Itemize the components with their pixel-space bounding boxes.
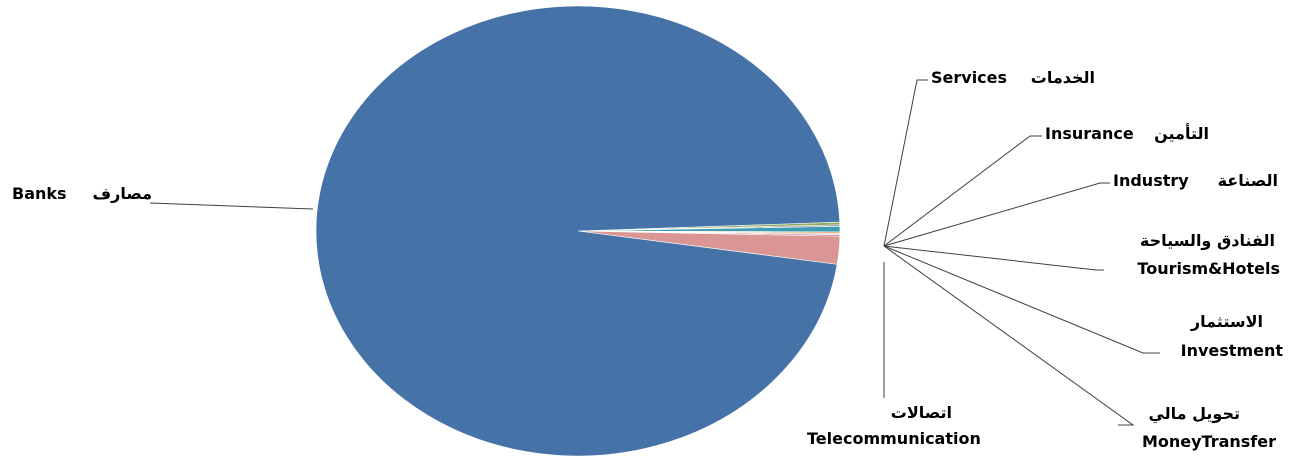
leader-line-investment <box>883 245 1160 354</box>
label-insurance-ar: التأمين <box>1154 123 1209 143</box>
label-insurance-en: Insurance <box>1045 124 1134 143</box>
label-investment-ar: الاستثمار <box>1190 312 1263 331</box>
pie-slices <box>315 5 841 457</box>
label-banks-ar: مصارف <box>93 184 152 203</box>
leader-lines <box>149 79 1160 426</box>
leader-line-banks <box>149 202 314 210</box>
leader-line-industry <box>883 182 1110 247</box>
label-telecom-en: Telecommunication <box>807 429 981 448</box>
label-telecom-ar: اتصالات <box>891 403 952 422</box>
label-services-ar: الخدمات <box>1031 68 1095 87</box>
slice-labels: Banks مصارف Services الخدمات Insurance ا… <box>12 68 1283 451</box>
leader-line-insurance <box>883 135 1042 247</box>
label-banks-en: Banks <box>12 184 67 203</box>
label-tourism-ar: الفنادق والسياحة <box>1140 231 1275 250</box>
label-moneytransfer-ar: تحويل مالي <box>1148 404 1240 424</box>
leader-line-services <box>883 79 928 247</box>
label-industry-en: Industry <box>1113 171 1189 190</box>
leader-line-moneytransfer <box>883 245 1135 426</box>
label-industry-ar: الصناعة <box>1218 171 1278 190</box>
label-tourism-en: Tourism&Hotels <box>1137 259 1280 278</box>
slice-banks <box>315 5 841 457</box>
label-moneytransfer-en: MoneyTransfer <box>1142 432 1276 451</box>
label-services-en: Services <box>931 68 1007 87</box>
label-investment-en: Investment <box>1181 341 1284 360</box>
leader-line-tourism <box>883 245 1104 271</box>
